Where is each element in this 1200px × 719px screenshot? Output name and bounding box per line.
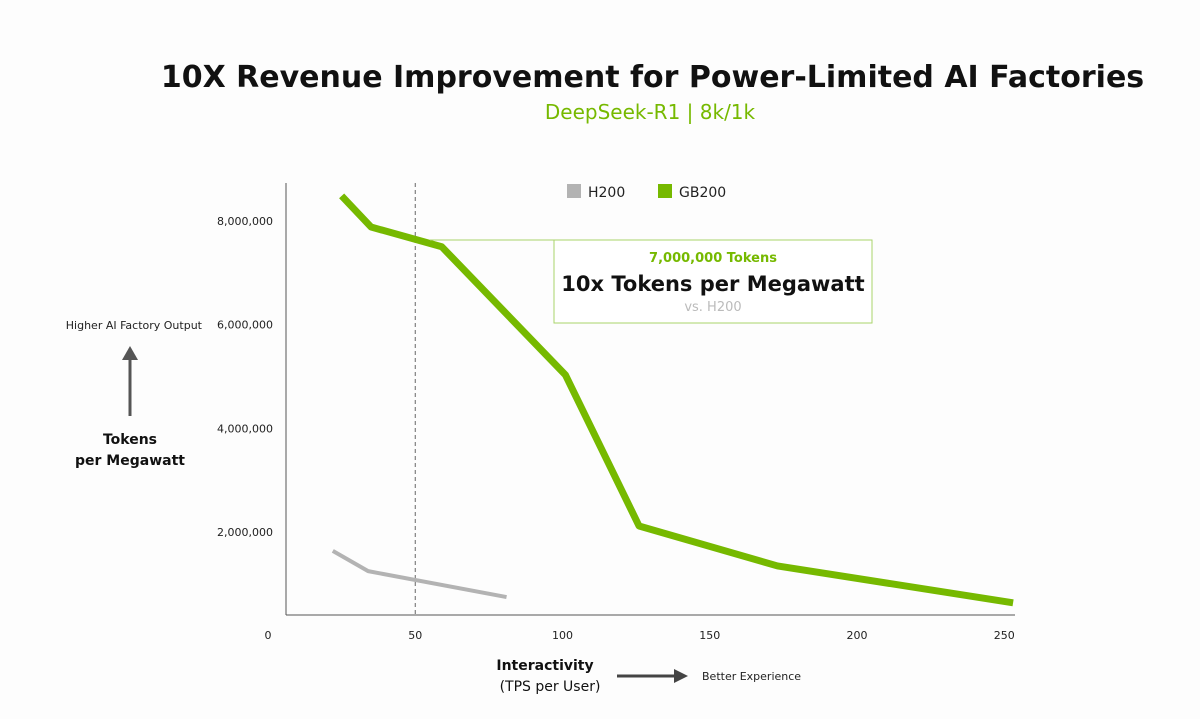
y-hint: Higher AI Factory Output (66, 319, 203, 332)
legend-label-h200: H200 (588, 185, 625, 201)
right-arrow-head-icon (674, 669, 688, 683)
y-axis-label-line2: per Megawatt (75, 453, 185, 469)
callout-value: 7,000,000 Tokens (649, 251, 777, 266)
callout-box (553, 239, 873, 324)
chart-subtitle: DeepSeek-R1 | 8k/1k (544, 100, 756, 124)
series-line-h200 (331, 549, 507, 600)
x-tick-label: 200 (847, 629, 868, 642)
x-axis-sublabel: (TPS per User) (500, 679, 601, 695)
x-tick-label: 50 (408, 629, 422, 642)
x-tick-label: 0 (265, 629, 272, 642)
callout-comparison: vs. H200 (684, 300, 741, 315)
y-tick-label: 2,000,000 (217, 526, 273, 539)
x-tick-label: 250 (994, 629, 1015, 642)
y-tick-label: 4,000,000 (217, 422, 273, 435)
chart-title: 10X Revenue Improvement for Power-Limite… (160, 60, 1145, 95)
x-tick-label: 100 (552, 629, 573, 642)
x-axis-label: Interactivity (496, 658, 593, 674)
legend-swatch-gb200 (658, 184, 672, 198)
y-tick-label: 8,000,000 (217, 215, 273, 228)
series-line-gb200 (339, 193, 1014, 607)
up-arrow-head-icon (122, 346, 138, 360)
legend-label-gb200: GB200 (679, 185, 726, 201)
y-axis-label-line1: Tokens (103, 432, 157, 448)
y-tick-label: 6,000,000 (217, 319, 273, 332)
callout-headline: 10x Tokens per Megawatt (561, 272, 864, 296)
legend-swatch-h200 (567, 184, 581, 198)
x-hint: Better Experience (702, 670, 801, 683)
x-tick-label: 150 (699, 629, 720, 642)
